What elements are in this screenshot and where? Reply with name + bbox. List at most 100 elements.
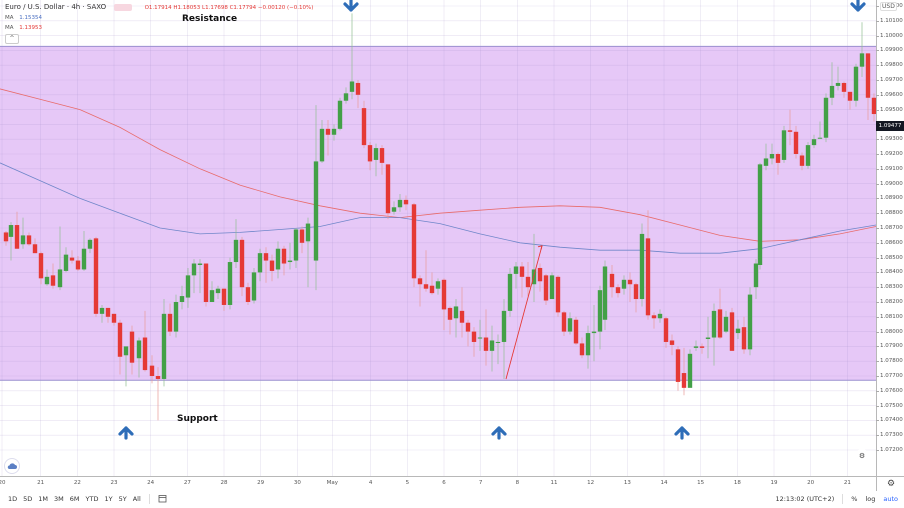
cloud-save-button[interactable]	[4, 458, 20, 474]
symbol-title[interactable]: Euro / U.S. Dollar · 4h · SAXO	[5, 3, 107, 11]
candle-body	[429, 285, 435, 294]
candle-body	[609, 273, 615, 288]
candle-body	[215, 288, 221, 294]
candle-body	[847, 91, 853, 101]
price-axis[interactable]: 1.102001.101001.100001.099001.098001.097…	[876, 0, 904, 476]
price-tick: 1.10000	[876, 32, 903, 39]
time-tick: 8	[515, 480, 520, 486]
range-3m[interactable]: 3M	[54, 495, 64, 503]
candle-body	[57, 269, 63, 288]
range-6m[interactable]: 6M	[69, 495, 80, 503]
candle-body	[693, 346, 699, 348]
candle-body	[787, 130, 793, 132]
candle-body	[741, 327, 747, 350]
chevron-up-icon: ^	[9, 35, 15, 42]
candle-body	[197, 263, 203, 265]
candle-body	[8, 225, 14, 237]
axis-settings-button[interactable]: ⚙	[876, 476, 904, 491]
candle-body	[373, 148, 379, 160]
candlestick-chart[interactable]	[0, 0, 877, 476]
price-tick: 1.07800	[876, 358, 903, 365]
time-tick: 21	[843, 480, 851, 486]
candle-body	[32, 244, 38, 254]
ma-value: 1.15354	[19, 15, 43, 21]
last-price-label: 1.09477	[876, 121, 904, 131]
candle-body	[465, 322, 471, 332]
date-range-button[interactable]	[158, 494, 167, 505]
range-5y[interactable]: 5Y	[118, 495, 127, 503]
range-1d[interactable]: 1D	[8, 495, 18, 503]
range-1y[interactable]: 1Y	[104, 495, 113, 503]
chart-plot-area[interactable]	[0, 0, 877, 476]
candle-body	[537, 267, 543, 282]
percent-toggle[interactable]: %	[851, 495, 858, 503]
time-tick: 21	[37, 480, 45, 486]
log-toggle[interactable]: log	[865, 495, 876, 503]
candle-body	[729, 312, 735, 351]
ma-slow-legend[interactable]: MA 1.13953	[5, 25, 313, 31]
time-tick: 14	[660, 480, 668, 486]
candle-body	[657, 313, 663, 319]
time-tick: 23	[110, 480, 118, 486]
clock-time[interactable]: 12:13:02 (UTC+2)	[775, 495, 835, 503]
candle-body	[549, 275, 555, 300]
price-tick: 1.09800	[876, 62, 903, 69]
ma-label: MA	[5, 25, 14, 31]
candle-body	[757, 164, 763, 265]
candle-body	[293, 229, 299, 261]
candle-body	[835, 82, 841, 86]
trendline-arrowhead	[537, 245, 543, 250]
candle-body	[44, 276, 50, 285]
range-ytd[interactable]: YTD	[85, 495, 99, 503]
candle-body	[245, 287, 251, 302]
price-tick: 1.07500	[876, 402, 903, 409]
candle-body	[361, 108, 367, 146]
time-tick: 24	[147, 480, 155, 486]
chart-settings-button[interactable]: ⚙	[855, 449, 869, 463]
range-1m[interactable]: 1M	[38, 495, 49, 503]
candle-body	[385, 164, 391, 214]
candle-body	[355, 82, 361, 95]
auto-toggle[interactable]: auto	[883, 495, 898, 503]
candle-body	[423, 284, 429, 289]
candle-body	[735, 328, 741, 334]
candle-body	[799, 155, 805, 166]
candle-body	[337, 100, 343, 129]
candle-body	[87, 239, 93, 249]
candle-body	[379, 148, 385, 163]
range-5d[interactable]: 5D	[23, 495, 33, 503]
price-tick: 1.08100	[876, 313, 903, 320]
visibility-toggle[interactable]	[114, 3, 133, 11]
ma-fast-legend[interactable]: MA 1.15354	[5, 15, 313, 21]
time-tick: 20	[807, 480, 815, 486]
candle-body	[573, 319, 579, 344]
candle-body	[26, 235, 32, 245]
currency-label[interactable]: USD	[880, 2, 897, 11]
candle-body	[269, 260, 275, 271]
time-axis[interactable]: 20 21 22 23 24 27 28 29 30 May 4 5 6 7 8 11 12 13 14 15 18 19…	[0, 476, 876, 491]
candle-body	[811, 139, 817, 146]
candle-body	[38, 253, 44, 279]
time-tick: May	[326, 480, 339, 486]
arrow-down-icon	[850, 0, 866, 12]
price-tick: 1.08000	[876, 328, 903, 335]
price-tick: 1.10100	[876, 17, 903, 24]
candle-body	[823, 97, 829, 138]
calendar-icon	[158, 494, 167, 502]
candle-body	[20, 235, 26, 245]
candle-body	[459, 310, 465, 323]
candle-body	[669, 340, 675, 345]
candle-body	[639, 233, 645, 300]
price-tick: 1.08200	[876, 299, 903, 305]
candle-body	[681, 373, 687, 388]
candle-body	[615, 287, 621, 294]
collapse-legend-button[interactable]: ^	[5, 34, 19, 44]
divider	[148, 494, 150, 504]
time-tick: 11	[550, 480, 558, 486]
candle-body	[191, 263, 197, 276]
candle-body	[251, 272, 257, 301]
candle-body	[621, 279, 627, 289]
range-all[interactable]: All	[132, 495, 141, 503]
candle-body	[185, 275, 191, 298]
candle-body	[63, 254, 69, 271]
